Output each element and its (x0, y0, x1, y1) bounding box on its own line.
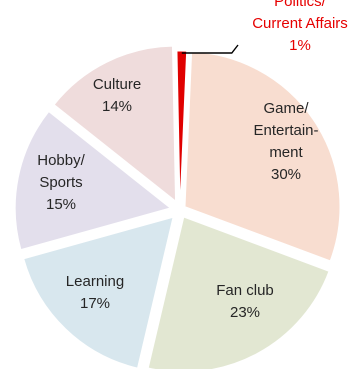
leader-lines (181, 44, 239, 54)
slice-label-learning-line1: Learning (66, 273, 124, 290)
slice-label-game-line2: Entertain- (253, 122, 318, 139)
pie-slices (14, 45, 341, 369)
slice-label-fanclub-line1: Fan club (216, 282, 274, 299)
slice-label-game-line3: ment (269, 144, 303, 161)
slice-label-politics-line1: Politics/ (274, 0, 327, 10)
slice-label-fanclub-line2: 23% (230, 304, 260, 321)
pie-slice-culture (53, 45, 177, 203)
slice-label-hobby-line2: Sports (39, 174, 82, 191)
pie-slice-politics (176, 50, 188, 207)
pie-slice-hobby (14, 110, 172, 251)
pie-slice-game (184, 51, 341, 262)
slice-label-hobby-line3: 15% (46, 196, 76, 213)
slice-label-culture-line1: Culture (93, 76, 141, 93)
slice-label-politics-line2: Current Affairs (252, 15, 348, 32)
pie-slice-fanclub (147, 216, 330, 369)
slice-label-game-line1: Game/ (263, 100, 309, 117)
slice-label-hobby-line1: Hobby/ (37, 152, 85, 169)
slice-label-culture-line2: 14% (102, 98, 132, 115)
politics-leader-line (181, 44, 239, 54)
slice-labels: Politics/Current Affairs 1% Game/Entertain… (37, 0, 348, 321)
slice-label-politics-line3: 1% (289, 37, 311, 54)
pie-slice-learning (23, 216, 174, 369)
slice-label-learning-line2: 17% (80, 295, 110, 312)
slice-label-game-line4: 30% (271, 166, 301, 183)
